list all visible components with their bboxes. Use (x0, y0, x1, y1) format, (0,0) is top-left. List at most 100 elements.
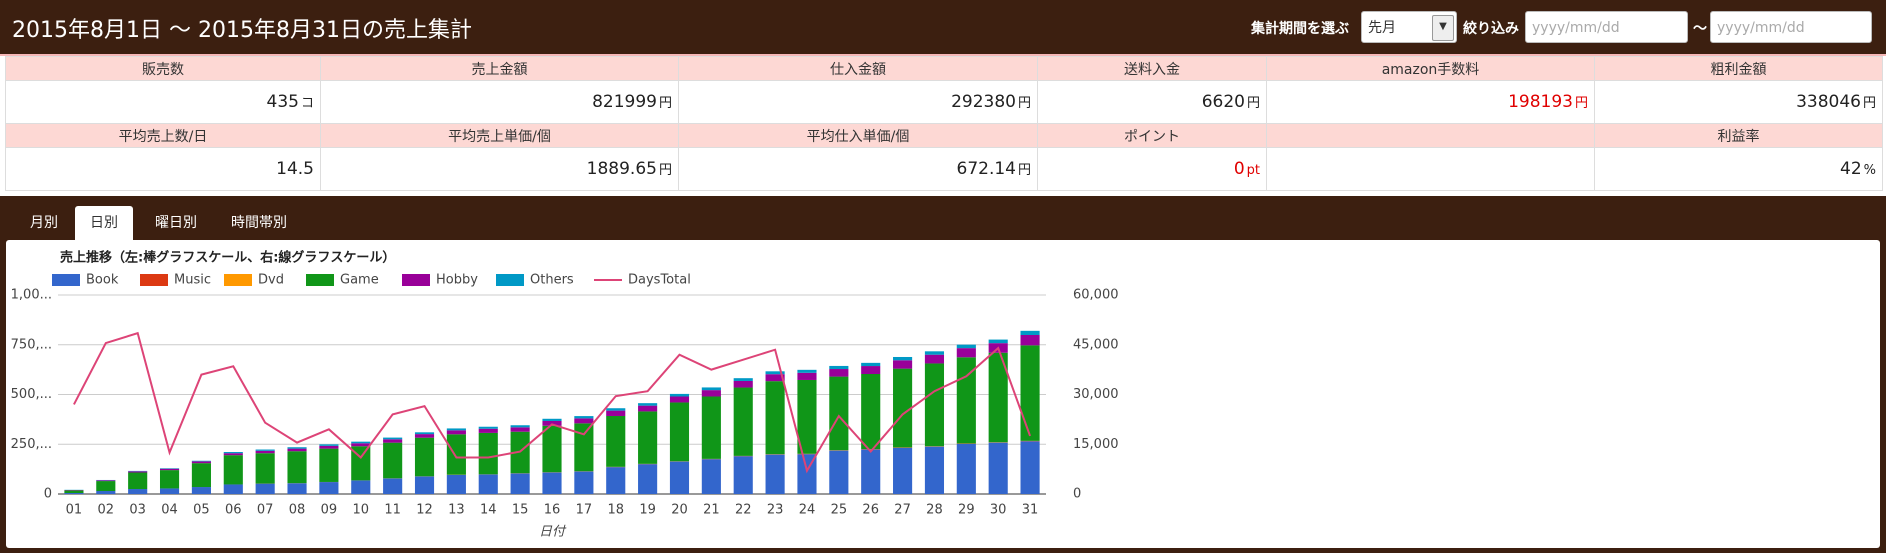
x-tick-label: 26 (862, 503, 879, 518)
page-title: 2015年8月1日 ～ 2015年8月31日の売上集計 (12, 18, 472, 43)
bar-segment (893, 368, 913, 448)
unit-text: コ (300, 96, 314, 111)
bar-segment (191, 463, 211, 488)
cell-value: 42% (1594, 147, 1883, 191)
bar-segment (478, 426, 498, 429)
label-text: 平均売上単価/個 (448, 128, 551, 145)
bar-segment (319, 444, 339, 446)
bar-segment (669, 402, 690, 462)
period-select[interactable]: 先月 ▼ (1361, 11, 1457, 43)
x-tick-label: 08 (289, 503, 306, 518)
bar-segment (383, 478, 403, 494)
bar-segment (861, 449, 881, 494)
legend-label: DaysTotal (628, 273, 691, 288)
x-tick-label: 27 (894, 503, 911, 518)
bar-segment (223, 455, 243, 485)
bar-segment (414, 476, 435, 494)
header-row: 平均売上数/日 平均売上単価/個 平均仕入単価/個 ポイント 利益率 (5, 123, 1883, 148)
bar-segment (351, 443, 371, 447)
bar-segment (669, 393, 690, 397)
bar-segment (701, 459, 721, 494)
date-from-input[interactable]: yyyy/mm/dd (1525, 11, 1688, 43)
x-tick-label: 24 (799, 503, 816, 518)
value-text: 1889.65 (586, 159, 657, 179)
cell-value: 821999 円 (320, 80, 679, 124)
x-tick-label: 02 (98, 503, 115, 518)
legend-label: Hobby (436, 273, 478, 288)
y2-tick-label: 15,000 (1073, 437, 1119, 452)
unit-text: 円 (1246, 96, 1260, 111)
summary-table: 販売数 売上金額 仕入金額 送料入金 amazon手数料 粗利金額 435 コ 821999 円 2… (5, 56, 1883, 191)
unit-text: pt (1246, 163, 1260, 178)
label-text: ポイント (1124, 128, 1180, 145)
bar-segment (159, 468, 180, 471)
x-tick-label: 13 (448, 503, 465, 518)
bar-segment (956, 344, 976, 349)
bar-segment (638, 464, 658, 494)
cell-label: 送料入金 (1037, 56, 1267, 81)
bar-segment (733, 378, 753, 381)
tab[interactable]: 曜日別 (155, 215, 197, 231)
bar-segment (701, 390, 721, 397)
x-tick-label: 09 (321, 503, 338, 518)
x-tick-label: 28 (926, 503, 943, 518)
x-tick-label: 20 (671, 503, 688, 518)
bar-segment (96, 480, 116, 482)
unit-text: 円 (658, 163, 672, 178)
legend-label: Others (530, 273, 574, 288)
legend-label: Dvd (258, 273, 284, 288)
cell-label: 利益率 (1594, 123, 1883, 148)
bar-segment (924, 354, 945, 364)
legend-label: Book (86, 273, 119, 288)
x-tick-label: 19 (639, 503, 656, 518)
x-tick-label: 10 (353, 503, 370, 518)
x-tick-label: 04 (161, 503, 178, 518)
bar-segment (287, 447, 307, 449)
value-text: 338046 (1796, 92, 1861, 112)
bar-segment (638, 403, 658, 406)
line (73, 331, 1032, 474)
x-tick-label: 25 (831, 503, 848, 518)
bar-segment (287, 448, 307, 452)
bar-segment (159, 488, 180, 494)
cell-label: 販売数 (5, 56, 321, 81)
tab[interactable]: 日別 (75, 206, 133, 240)
chart-title: 売上推移（左:棒グラフスケール、右:線グラフスケール） (60, 250, 395, 266)
bar-segment (383, 439, 403, 443)
x-tick-label: 23 (767, 503, 784, 518)
cell-value: 6620 円 (1037, 80, 1267, 124)
unit-text: % (1863, 163, 1876, 178)
bar-segment (542, 418, 562, 421)
bar-segment (478, 428, 498, 433)
bar-segment (96, 481, 116, 492)
bar-segment (1020, 330, 1040, 335)
label-text: 販売数 (142, 61, 184, 78)
bar-segment (446, 474, 466, 494)
bar-segment (1020, 345, 1040, 441)
bar-segment (159, 470, 180, 489)
bar-segment (223, 453, 243, 456)
cell-label: 平均仕入単価/個 (678, 123, 1038, 148)
cell-label: 売上金額 (320, 56, 679, 81)
bar-segment (1020, 441, 1040, 494)
bar-segment (765, 381, 785, 455)
bar-segment (351, 480, 371, 494)
cell-label (1266, 123, 1595, 148)
bar-segment (669, 396, 690, 403)
tab[interactable]: 時間帯別 (231, 215, 287, 231)
bar-segment (510, 425, 530, 428)
date-to-input[interactable]: yyyy/mm/dd (1710, 11, 1872, 43)
header-row: 販売数 売上金額 仕入金額 送料入金 amazon手数料 粗利金額 (5, 56, 1883, 81)
bar-segment (797, 372, 817, 380)
cell-value: 292380 円 (678, 80, 1038, 124)
bar-segment (191, 461, 211, 464)
tab[interactable]: 月別 (30, 215, 58, 231)
header-bar: 2015年8月1日 ～ 2015年8月31日の売上集計 集計期間を選ぶ 先月 ▼ … (0, 0, 1886, 56)
cell-value: 14.5 (5, 147, 321, 191)
label-text: amazon手数料 (1381, 61, 1480, 78)
bar-segment (446, 428, 466, 431)
bar-segment (191, 460, 211, 462)
legend-swatch (140, 274, 168, 286)
bar-segment (574, 423, 594, 472)
bar-segment (669, 461, 690, 494)
